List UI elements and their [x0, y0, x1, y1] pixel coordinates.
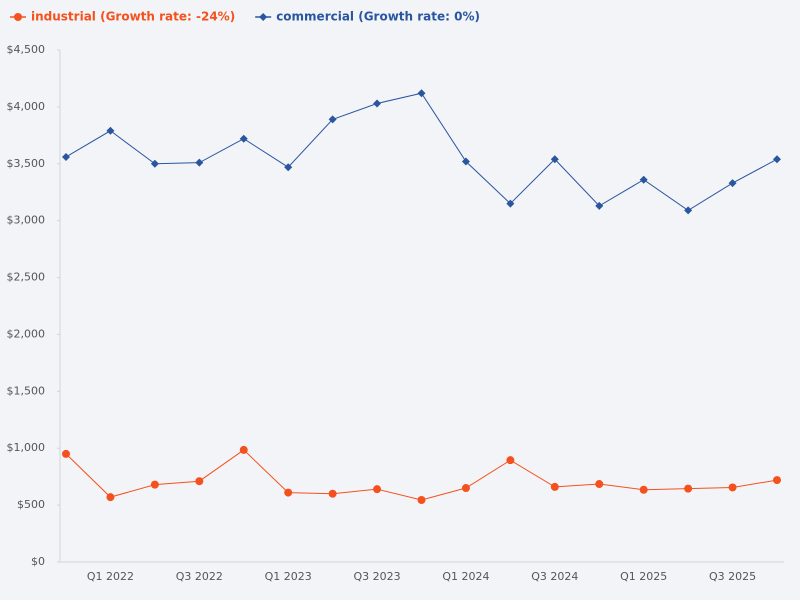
y-tick-label: $500: [17, 498, 45, 511]
point: [506, 199, 515, 208]
point: [728, 179, 737, 188]
point: [150, 159, 159, 168]
x-tick-label: Q1 2024: [442, 570, 489, 583]
point: [14, 13, 22, 21]
x-tick-label: Q1 2023: [265, 570, 312, 583]
point: [62, 152, 70, 161]
point: [239, 134, 248, 143]
x-tick-label: Q3 2025: [709, 570, 756, 583]
y-tick-label: $1,000: [7, 441, 46, 454]
y-tick-label: $3,000: [7, 214, 46, 227]
point: [550, 482, 559, 491]
x-tick-label: Q3 2024: [531, 570, 578, 583]
point: [328, 115, 337, 124]
point: [195, 158, 204, 167]
point: [461, 484, 470, 493]
y-tick-label: $2,500: [7, 271, 46, 284]
y-tick-label: $3,500: [7, 157, 46, 170]
legend-label: commercial (Growth rate: 0%): [276, 10, 480, 24]
point: [373, 485, 382, 494]
point: [62, 449, 70, 458]
point: [773, 155, 781, 164]
point: [328, 489, 337, 498]
point: [684, 206, 693, 215]
point: [284, 488, 293, 497]
y-tick-label: $4,500: [7, 43, 46, 56]
series-line: [65, 449, 778, 501]
y-tick-label: $4,000: [7, 100, 46, 113]
x-tick-label: Q1 2025: [620, 570, 667, 583]
x-tick-label: Q3 2022: [176, 570, 223, 583]
x-tick-label: Q3 2023: [353, 570, 400, 583]
y-tick-label: $2,000: [7, 327, 46, 340]
legend-label: industrial (Growth rate: -24%): [31, 10, 235, 24]
point: [373, 99, 382, 108]
point: [417, 495, 426, 504]
point: [550, 155, 559, 164]
point: [106, 493, 115, 502]
series-line: [65, 92, 778, 212]
point: [639, 485, 648, 494]
point: [239, 445, 248, 454]
point: [195, 477, 204, 486]
point: [150, 480, 159, 489]
point: [773, 476, 781, 485]
point: [639, 175, 648, 184]
point: [684, 484, 693, 493]
y-tick-label: $1,500: [7, 384, 46, 397]
point: [284, 163, 293, 172]
point: [595, 201, 604, 210]
x-tick-label: Q1 2022: [87, 570, 134, 583]
point: [259, 13, 268, 21]
point: [417, 89, 426, 98]
point: [106, 126, 115, 135]
point: [506, 456, 515, 465]
point: [728, 483, 737, 492]
point: [461, 157, 470, 166]
point: [595, 480, 604, 489]
y-tick-label: $0: [31, 555, 45, 568]
